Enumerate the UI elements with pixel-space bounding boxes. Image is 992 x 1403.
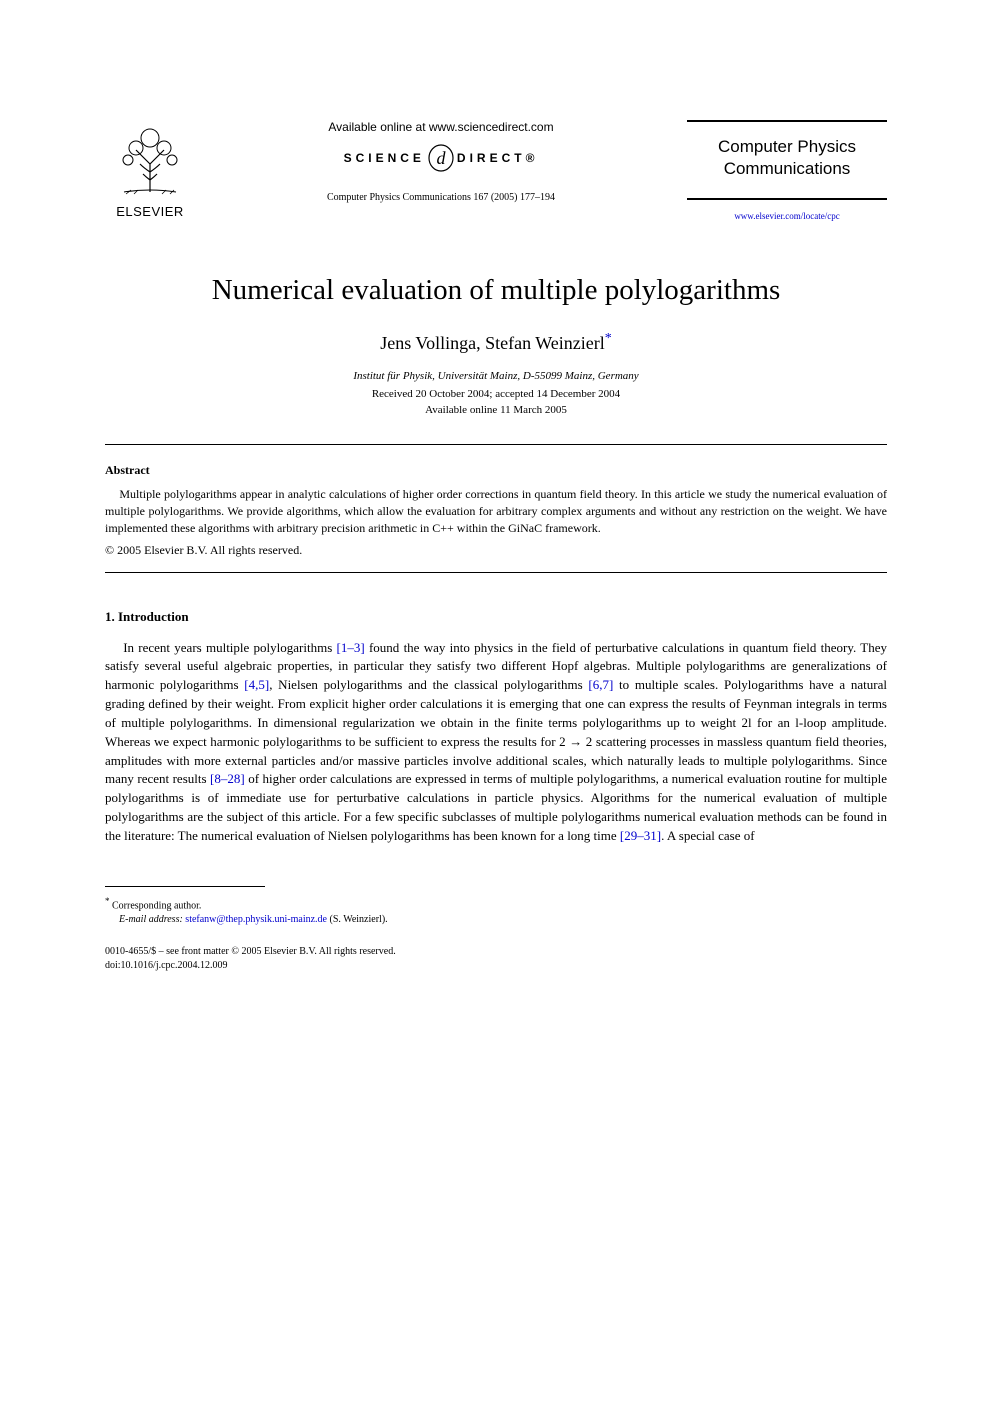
journal-top-rule bbox=[687, 120, 887, 122]
science-direct-logo: SCIENCE d DIRECT® bbox=[215, 144, 667, 172]
article-title: Numerical evaluation of multiple polylog… bbox=[105, 274, 887, 307]
ref-link-1-3[interactable]: [1–3] bbox=[337, 640, 365, 655]
sd-right: DIRECT® bbox=[457, 151, 539, 165]
journal-name: Computer Physics Communications bbox=[687, 136, 887, 180]
abstract-bottom-rule bbox=[105, 572, 887, 573]
page-header: ELSEVIER Available online at www.science… bbox=[105, 120, 887, 224]
abstract-copyright: © 2005 Elsevier B.V. All rights reserved… bbox=[105, 543, 887, 558]
journal-bottom-rule bbox=[687, 198, 887, 200]
affiliation: Institut für Physik, Universität Mainz, … bbox=[105, 370, 887, 382]
svg-text:d: d bbox=[436, 148, 446, 168]
online-date: Available online 11 March 2005 bbox=[105, 404, 887, 416]
intro-t5: . A special case of bbox=[661, 828, 755, 843]
sd-left: SCIENCE bbox=[344, 151, 425, 165]
email-footnote: E-mail address: stefanw@thep.physik.uni-… bbox=[105, 913, 887, 927]
corr-author-label: Corresponding author. bbox=[112, 900, 201, 911]
received-accepted-dates: Received 20 October 2004; accepted 14 De… bbox=[105, 388, 887, 400]
ref-link-6-7[interactable]: [6,7] bbox=[588, 677, 613, 692]
section-1-heading: 1. Introduction bbox=[105, 609, 887, 625]
citation-line: Computer Physics Communications 167 (200… bbox=[215, 192, 667, 203]
publisher-name: ELSEVIER bbox=[105, 204, 195, 219]
intro-t2: , Nielsen polylogarithms and the classic… bbox=[269, 677, 588, 692]
front-matter-line: 0010-4655/$ – see front matter © 2005 El… bbox=[105, 945, 887, 959]
doi-line: doi:10.1016/j.cpc.2004.12.009 bbox=[105, 959, 887, 973]
ref-link-4-5[interactable]: [4,5] bbox=[244, 677, 269, 692]
abstract-text: Multiple polylogarithms appear in analyt… bbox=[105, 486, 887, 536]
sd-at-icon: d bbox=[427, 144, 455, 172]
corresponding-author-footnote: * Corresponding author. bbox=[105, 895, 887, 913]
email-label: E-mail address: bbox=[119, 914, 183, 925]
footnote-rule bbox=[105, 886, 265, 887]
center-header: Available online at www.sciencedirect.co… bbox=[195, 120, 687, 203]
email-paren: (S. Weinzierl). bbox=[327, 914, 388, 925]
corresponding-author-marker[interactable]: * bbox=[605, 331, 612, 346]
elsevier-tree-icon bbox=[114, 120, 186, 200]
intro-paragraph: In recent years multiple polylogarithms … bbox=[105, 639, 887, 846]
publication-info: 0010-4655/$ – see front matter © 2005 El… bbox=[105, 945, 887, 973]
author-email-link[interactable]: stefanw@thep.physik.uni-mainz.de bbox=[185, 914, 327, 925]
abstract-heading: Abstract bbox=[105, 463, 887, 478]
ref-link-8-28[interactable]: [8–28] bbox=[210, 771, 245, 786]
journal-url-link[interactable]: www.elsevier.com/locate/cpc bbox=[734, 211, 839, 221]
footnote-marker: * bbox=[105, 896, 110, 906]
intro-t0: In recent years multiple polylogarithms bbox=[123, 640, 336, 655]
abstract-top-rule bbox=[105, 444, 887, 445]
authors-line: Jens Vollinga, Stefan Weinzierl* bbox=[105, 331, 887, 354]
journal-block: Computer Physics Communications www.else… bbox=[687, 120, 887, 224]
authors-names: Jens Vollinga, Stefan Weinzierl bbox=[380, 333, 605, 353]
ref-link-29-31[interactable]: [29–31] bbox=[620, 828, 661, 843]
available-online-text: Available online at www.sciencedirect.co… bbox=[215, 120, 667, 134]
publisher-block: ELSEVIER bbox=[105, 120, 195, 219]
